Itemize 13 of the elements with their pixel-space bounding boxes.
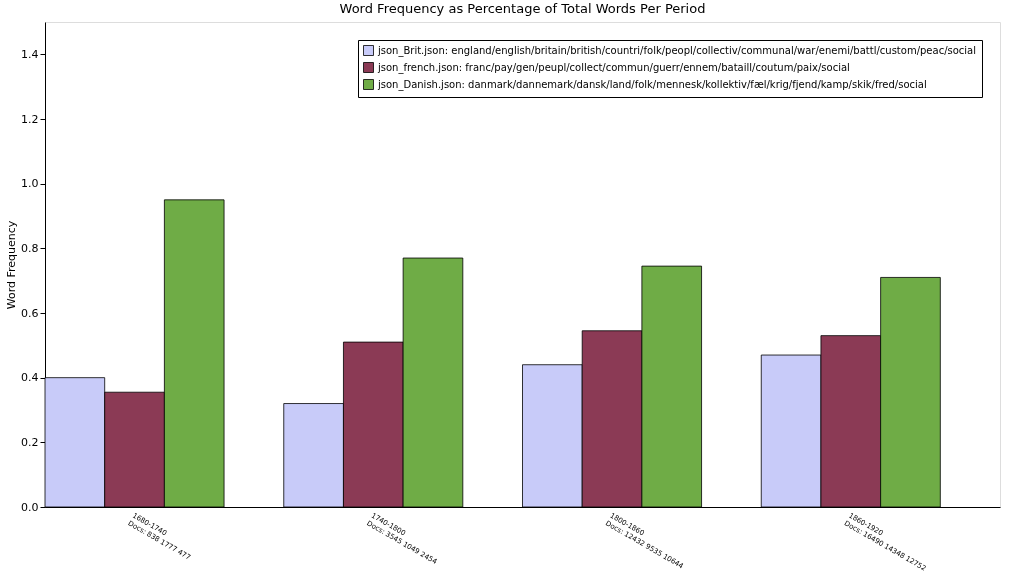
legend-label: json_Danish.json: danmark/dannemark/dansk/land/folk/mennesk/kollektiv/fæl/krig/fjend/kamp/skik/fred/social — [377, 78, 927, 91]
y-tick-label: 0.4 — [21, 371, 39, 385]
y-tick-label: 1.0 — [21, 177, 39, 191]
legend-label: json_Brit.json: england/english/britain/british/countri/folk/peopl/collectiv/communal/war/enemi/battl/custom/peac/social — [377, 44, 977, 57]
y-tick-label: 0.2 — [21, 435, 39, 449]
y-tick-label: 0.0 — [21, 500, 39, 514]
legend-label: json_french.json: franc/pay/gen/peupl/collect/commun/guerr/ennem/bataill/coutum/paix/social — [377, 61, 850, 74]
y-axis-title: Word Frequency — [5, 220, 19, 310]
y-tick-label: 1.2 — [21, 112, 39, 126]
y-tick-label: 0.6 — [21, 306, 39, 320]
y-tick-label: 1.4 — [21, 47, 39, 61]
y-tick-label: 0.8 — [21, 241, 39, 255]
chart-title: Word Frequency as Percentage of Total Words Per Period — [339, 1, 706, 16]
